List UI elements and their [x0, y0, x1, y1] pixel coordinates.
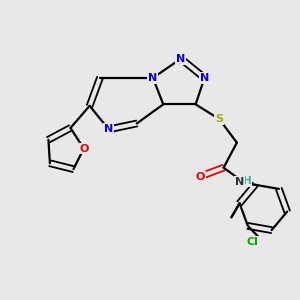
Text: N: N — [148, 73, 158, 83]
Text: N: N — [200, 73, 209, 83]
Text: N: N — [104, 124, 113, 134]
Text: Cl: Cl — [247, 237, 259, 247]
Text: S: S — [215, 114, 223, 124]
Text: H: H — [243, 176, 251, 186]
Text: N: N — [235, 177, 244, 188]
Text: N: N — [176, 54, 185, 64]
Text: O: O — [79, 143, 88, 154]
Text: O: O — [195, 172, 205, 182]
